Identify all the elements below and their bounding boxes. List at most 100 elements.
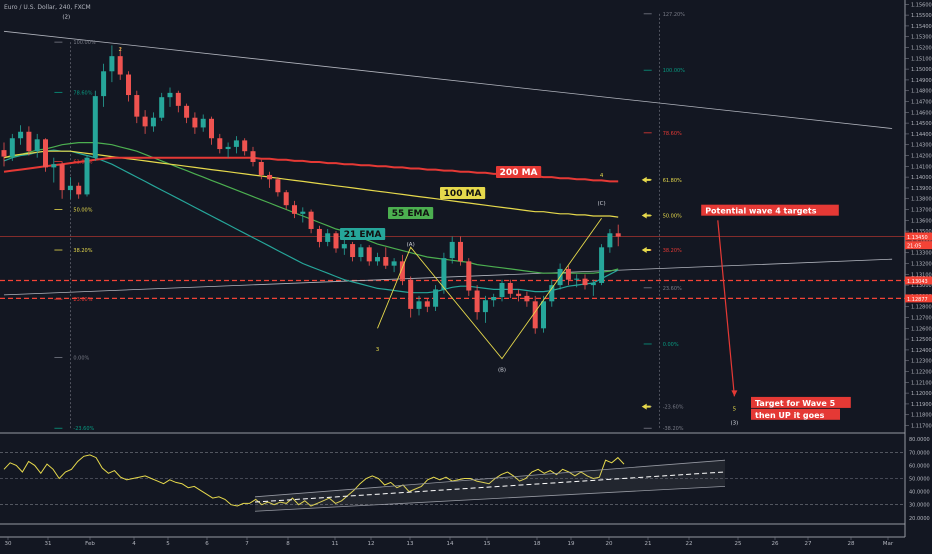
left-fib-level-label: 61.80% — [73, 159, 92, 165]
candle-body — [200, 118, 206, 128]
x-tick-label: 8 — [286, 541, 290, 547]
right-fib-level-label: 61.80% — [663, 178, 682, 184]
x-tick-label: 4 — [132, 541, 136, 547]
candle-body — [466, 261, 472, 291]
y-tick-label: 1.15200 — [911, 46, 932, 52]
x-tick-label: 7 — [245, 541, 249, 547]
arrow-head-icon — [731, 390, 738, 397]
candle-body — [43, 139, 48, 168]
ma-label-text: 55 EMA — [392, 209, 430, 219]
candle-body — [250, 151, 256, 162]
y-tick-label: 1.15100 — [911, 56, 932, 62]
osc-y-tick-label: 70.0000 — [909, 450, 930, 456]
candle-body — [416, 301, 422, 309]
candle-body — [275, 179, 281, 193]
annotation-text: Potential wave 4 targets — [705, 207, 817, 216]
candle-body — [242, 140, 248, 152]
candle-body — [499, 282, 505, 297]
y-tick-label: 1.14000 — [911, 175, 932, 181]
annotation-text: then UP it goes — [755, 411, 825, 420]
y-tick-label: 1.13500 — [911, 229, 932, 235]
candle-body — [159, 97, 165, 118]
candle-body — [9, 138, 15, 157]
candle-body — [474, 290, 480, 313]
y-tick-label: 1.13000 — [911, 283, 932, 289]
candle-body — [507, 282, 513, 294]
candle-body — [375, 257, 380, 262]
wave-label: (A) — [407, 242, 415, 248]
x-tick-label: 30 — [5, 541, 12, 547]
candle-body — [341, 244, 347, 249]
y-tick-label: 1.12600 — [911, 326, 932, 332]
candle-body — [316, 228, 322, 242]
left-fib-level-label: 0.00% — [73, 355, 89, 361]
candle-body — [607, 233, 613, 248]
candle-body — [358, 247, 364, 258]
candle-body — [441, 258, 447, 290]
candle-body — [51, 164, 57, 168]
price-badge-label: 21:05 — [907, 244, 921, 250]
annotation-box — [751, 396, 851, 408]
right-fib-level-label: 38.20% — [663, 248, 682, 254]
right-fib-level-label: 100.00% — [663, 68, 685, 74]
y-tick-label: 1.11800 — [911, 413, 932, 419]
ma-label-box — [440, 187, 486, 199]
price-badge-label: 1.13450 — [907, 235, 928, 241]
candle-body — [142, 116, 148, 127]
candle-body — [192, 117, 198, 128]
candle-body — [92, 96, 98, 158]
candle-body — [325, 233, 331, 242]
wave-label: (3) — [731, 420, 739, 426]
candle-body — [482, 300, 488, 313]
x-tick-label: 18 — [534, 541, 541, 547]
candle-body — [532, 301, 538, 329]
osc-y-tick-label: 30.0000 — [909, 503, 930, 509]
osc-y-tick-label: 80.0000 — [909, 437, 930, 443]
x-tick-label: 21 — [645, 541, 652, 547]
candle-body — [516, 293, 522, 296]
candle-body — [565, 268, 571, 280]
y-tick-label: 1.13600 — [911, 218, 932, 224]
candle-body — [590, 282, 596, 286]
x-tick-label: 6 — [205, 541, 209, 547]
candle-body — [458, 241, 463, 262]
y-tick-label: 1.13700 — [911, 208, 932, 214]
chart-title: Euro / U.S. Dollar, 240, FXCM — [4, 4, 91, 11]
y-tick-label: 1.14400 — [911, 132, 932, 138]
target-arrow-icon — [641, 212, 651, 219]
candle-body — [300, 211, 306, 214]
x-tick-label: 15 — [484, 541, 491, 547]
candle-body — [449, 241, 455, 259]
right-fib-level-label: 23.60% — [663, 286, 682, 292]
candle-body — [76, 185, 82, 195]
candle-body — [549, 285, 555, 302]
wave-label: (C) — [598, 201, 606, 207]
ma-label-box — [496, 166, 542, 178]
osc-channel-upper — [254, 459, 726, 498]
candle-body — [292, 205, 297, 214]
target-arrow-icon — [641, 176, 651, 183]
annotation-box — [701, 204, 839, 216]
y-tick-label: 1.12000 — [911, 391, 932, 397]
candle-body — [615, 233, 621, 237]
wave-label: 4 — [600, 173, 604, 179]
candle-body — [366, 247, 372, 262]
candle-body — [117, 56, 123, 75]
candle-body — [391, 261, 397, 266]
left-fib-level-label: 50.00% — [73, 208, 92, 214]
osc-y-tick-label: 60.0000 — [909, 463, 930, 469]
ma-label-text: 100 MA — [444, 189, 482, 199]
annotation-text: Target for Wave 5 — [755, 399, 836, 408]
left-fib-level-label: 78.60% — [73, 90, 92, 96]
candle-body — [184, 105, 190, 118]
ma-label-box — [388, 207, 434, 219]
y-tick-label: 1.11700 — [911, 424, 932, 430]
x-tick-label: 28 — [848, 541, 855, 547]
right-fib-level-label: 0.00% — [663, 342, 679, 348]
candle-body — [333, 233, 339, 249]
wave-label: 2 — [118, 47, 122, 53]
x-tick-label: 25 — [735, 541, 742, 547]
oscillator-line — [3, 454, 625, 507]
